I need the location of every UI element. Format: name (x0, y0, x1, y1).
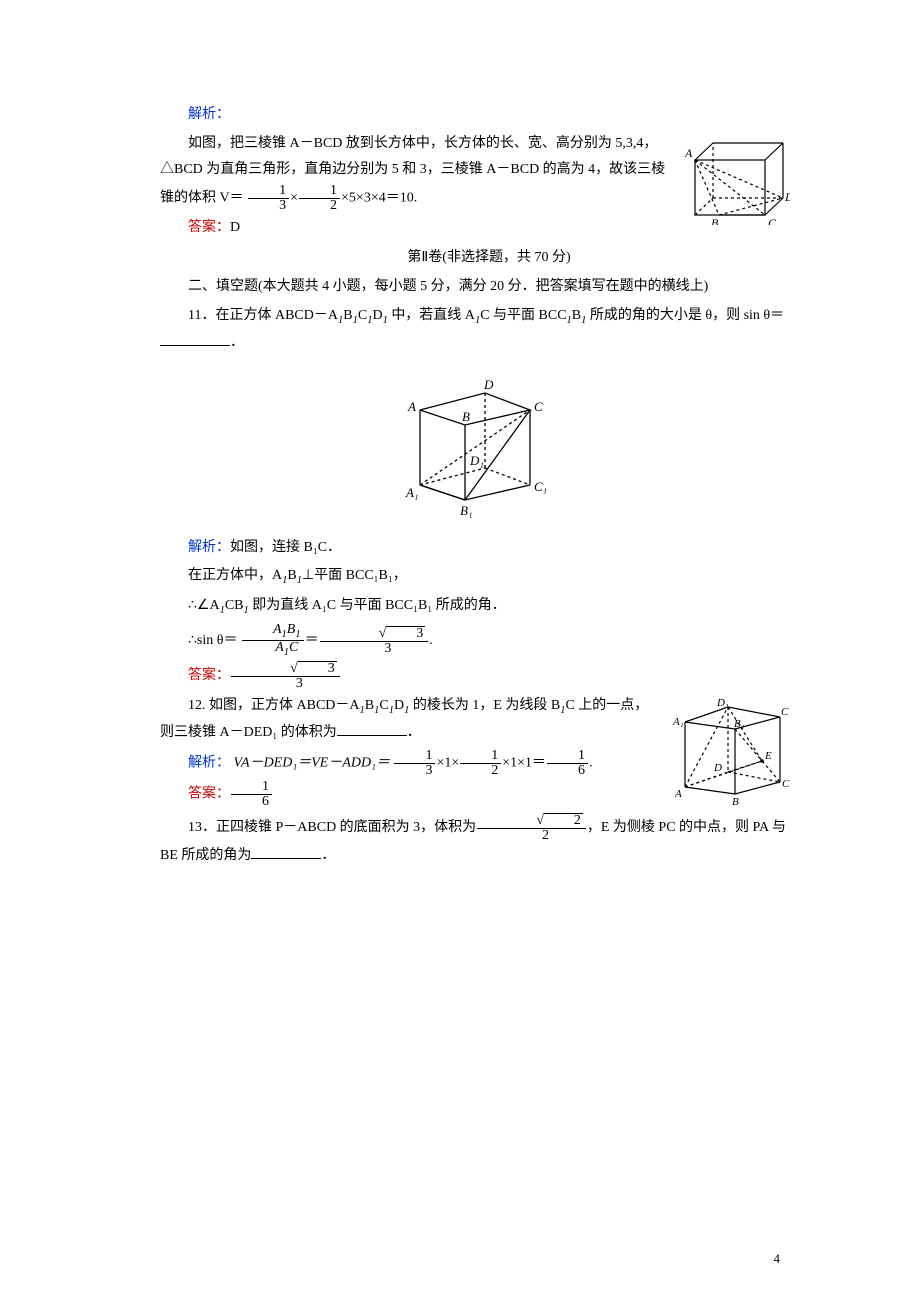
q13-prompt: 13．正四棱锥 P－ABCD 的底面积为 3，体积为√22，E 为侧棱 PC 的… (160, 813, 790, 870)
daan-label: 答案： (188, 668, 230, 683)
q10-formula-tail: ×5×3×4＝10. (341, 191, 417, 206)
q12-answer-frac: 16 (231, 780, 272, 809)
q10-cuboid-figure: A B C D (685, 135, 790, 225)
q11-blank (160, 331, 230, 346)
frac-1-3: 13 (248, 184, 289, 213)
frac-sqrt2-2: √22 (477, 813, 586, 843)
frac-1-6: 16 (547, 749, 588, 778)
jiexi-label: 解析： (188, 540, 230, 555)
daan-label: 答案： (188, 787, 230, 802)
q11-jiexi-l1: 解析：如图，连接 B₁C． (160, 535, 790, 562)
svg-text:B: B (711, 216, 719, 225)
daan-label: 答案： (188, 220, 230, 235)
svg-text:A: A (674, 788, 682, 800)
svg-text:A: A (407, 399, 416, 414)
page: 解析： (0, 0, 920, 1302)
page-number: 4 (774, 1247, 781, 1272)
q11-cube-figure: A B C D A₁ B₁ C₁ D₁ (390, 375, 560, 525)
jiexi-label: 解析： (188, 107, 230, 122)
section2-instr: 二、填空题(本大题共 4 小题，每小题 5 分，满分 20 分．把答案填写在题中… (160, 274, 790, 301)
svg-text:B₁: B₁ (460, 503, 472, 518)
svg-text:C: C (534, 399, 543, 414)
frac-sqrt3-3: √33 (320, 626, 429, 656)
q10-answer: D (230, 220, 240, 235)
svg-text:D: D (483, 377, 494, 392)
q11-jiexi-l2: 在正方体中，A1B1⊥平面 BCC₁B₁， (160, 563, 790, 591)
svg-text:C₁: C₁ (781, 706, 790, 718)
q11-answer-frac: √33 (231, 661, 340, 691)
q11-sin-line: ∴sin θ＝ A1B1A1C＝√33. (160, 623, 790, 659)
svg-text:C₁: C₁ (534, 479, 547, 494)
q10-jiexi-label: 解析： (160, 102, 790, 129)
svg-text:A: A (685, 146, 693, 160)
q11-prompt: 11．在正方体 ABCD－A1B1C1D1 中，若直线 A1C 与平面 BCC1… (160, 303, 790, 357)
q12-figure-wrap: A₁ B₁ C₁ D₁ A B C D E (670, 697, 790, 807)
q10-figure-wrap: A B C D (685, 135, 790, 225)
svg-text:E: E (764, 750, 772, 762)
q11-jiexi-l3: ∴∠A1CB1 即为直线 A₁C 与平面 BCC₁B₁ 所成的角． (160, 593, 790, 621)
jiexi-label: 解析： (188, 756, 230, 771)
q11-answer-line: 答案：√33 (160, 661, 790, 691)
svg-text:A₁: A₁ (405, 485, 418, 500)
svg-text:A₁: A₁ (672, 716, 684, 728)
svg-text:C: C (768, 216, 777, 225)
q12-cube-figure: A₁ B₁ C₁ D₁ A B C D E (670, 697, 790, 807)
svg-text:D: D (784, 190, 790, 204)
svg-text:B: B (462, 409, 470, 424)
svg-text:D: D (713, 762, 722, 774)
frac-1-2b: 12 (460, 749, 501, 778)
q12-blank (337, 721, 407, 736)
q13-blank (251, 844, 321, 859)
frac-1-2: 12 (299, 184, 340, 213)
frac-1-3b: 13 (394, 749, 435, 778)
svg-text:C: C (782, 778, 790, 790)
svg-text:B: B (732, 796, 739, 807)
svg-text:D₁: D₁ (716, 697, 729, 709)
svg-text:B₁: B₁ (734, 718, 745, 730)
svg-text:D₁: D₁ (469, 453, 484, 468)
section2-header: 第Ⅱ卷(非选择题，共 70 分) (160, 245, 790, 272)
frac-a1b1-a1c: A1B1A1C (242, 623, 304, 659)
